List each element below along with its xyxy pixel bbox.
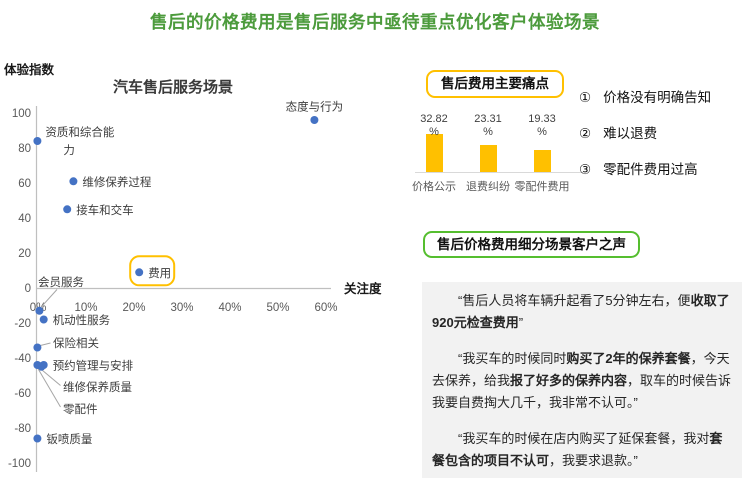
svg-text:40%: 40% <box>218 302 241 314</box>
svg-text:60%: 60% <box>314 302 337 314</box>
pain-points-title-box: 售后费用主要痛点 <box>426 70 564 98</box>
svg-text:10%: 10% <box>74 302 97 314</box>
bar-category-label: 退费纠纷 <box>466 181 510 193</box>
pain-point-number: ③ <box>579 162 592 177</box>
scatter-point <box>310 116 319 124</box>
scatter-axes <box>35 106 331 472</box>
scatter-point <box>35 306 44 315</box>
scatter-xlabel: 关注度 <box>344 281 382 296</box>
scatter-point <box>69 177 78 186</box>
customer-quote: “我买车的时候在店内购买了延保套餐，我对套餐包含的项目不认可，我要求退款。” <box>432 431 723 468</box>
scatter-y-ticks: 100 80 60 40 20 0 -20 -40 -60 -80 -100 <box>8 108 31 470</box>
label-leader-line <box>37 368 61 408</box>
svg-text:100: 100 <box>12 108 31 120</box>
pain-point-number: ① <box>579 90 592 105</box>
bar-chart: 32.82% 价格公示 23.31% 退费纠纷 19.33% 零配件费用 <box>412 112 590 204</box>
scatter-point-label: 维修保养质量 <box>63 380 132 394</box>
scatter-point <box>33 343 42 352</box>
pain-point-text: 价格没有明确告知 <box>603 90 712 105</box>
scatter-point-label: 机动性服务 <box>53 313 111 327</box>
bar-value-unit: % <box>537 126 547 138</box>
bar-value-label: 32.82 <box>420 113 448 125</box>
pain-points-list: ① 价格没有明确告知 ② 难以退费 ③ 零配件费用过高 <box>579 88 749 196</box>
page-title: 售后的价格费用是售后服务中亟待重点优化客户体验场景 <box>150 12 600 32</box>
customer-quote: “我买车的时候同时购买了2年的保养套餐，今天去保养，给我报了好多的保养内容，取车… <box>432 351 732 410</box>
scatter-point <box>135 268 144 277</box>
bar <box>426 133 443 172</box>
scatter-point <box>33 434 42 443</box>
bar-value-label: 19.33 <box>528 113 556 125</box>
scatter-point-label: 接车和交车 <box>76 203 134 217</box>
scatter-point <box>39 315 48 324</box>
bar-value-unit: % <box>483 126 493 138</box>
bar-value-unit: % <box>429 126 439 138</box>
label-leader-line <box>41 369 61 386</box>
scatter-point-label: 保险相关 <box>53 336 99 350</box>
scatter-point-label: 预约管理与安排 <box>53 359 134 373</box>
svg-text:80: 80 <box>18 143 31 155</box>
scatter-title: 汽车售后服务场景 <box>113 78 233 96</box>
svg-text:-80: -80 <box>14 423 31 435</box>
svg-text:60: 60 <box>18 178 31 190</box>
customer-quote: “售后人员将车辆升起看了5分钟左右，便收取了920元检查费用” <box>432 293 730 330</box>
scatter-point-label: 钣喷质量 <box>46 432 92 446</box>
svg-text:30%: 30% <box>170 302 193 314</box>
scatter-point-label: 维修保养过程 <box>82 175 151 189</box>
pain-point-item: ① 价格没有明确告知 <box>579 88 749 108</box>
pain-points-title: 售后费用主要痛点 <box>441 76 549 91</box>
bar-baseline <box>415 172 583 173</box>
pain-point-number: ② <box>579 126 592 141</box>
scatter-point <box>33 137 42 145</box>
scatter-point-label: 费用 <box>148 267 171 280</box>
scatter-point-label: 资质和综合能 <box>45 125 114 139</box>
pain-point-item: ② 难以退费 <box>579 124 749 144</box>
svg-text:-60: -60 <box>14 388 31 400</box>
svg-text:20: 20 <box>18 248 31 260</box>
bar <box>534 149 551 172</box>
svg-text:-40: -40 <box>14 353 31 365</box>
svg-text:50%: 50% <box>266 302 289 314</box>
svg-text:-100: -100 <box>8 458 31 470</box>
voice-title-box: 售后价格费用细分场景客户之声 <box>423 231 640 258</box>
voice-title: 售后价格费用细分场景客户之声 <box>437 237 626 252</box>
svg-text:-20: -20 <box>14 318 31 330</box>
scatter-point-label: 零配件 <box>63 402 98 416</box>
bar-category-label: 价格公示 <box>412 181 456 193</box>
pain-point-text: 难以退费 <box>603 126 658 141</box>
customer-quotes: “售后人员将车辆升起看了5分钟左右，便收取了920元检查费用” “我买车的时候同时… <box>422 282 742 478</box>
pain-point-text: 零配件费用过高 <box>603 162 698 177</box>
scatter-point-label: 力 <box>63 144 75 157</box>
scatter-point <box>33 361 42 369</box>
scatter-ylabel: 体验指数 <box>4 62 55 77</box>
svg-text:0: 0 <box>25 283 31 295</box>
label-leader-line <box>40 342 51 346</box>
svg-text:20%: 20% <box>122 302 145 314</box>
scatter-x-ticks: 0%10%20%30%40%50%60% <box>30 302 338 314</box>
pain-point-item: ③ 零配件费用过高 <box>579 160 749 180</box>
bar-category-label: 零配件费用 <box>514 181 570 193</box>
svg-text:40: 40 <box>18 213 31 225</box>
scatter-point-label: 会员服务 <box>38 275 84 289</box>
scatter-point <box>63 205 72 214</box>
label-leader-line <box>40 289 58 308</box>
scatter-point-label: 态度与行为 <box>286 100 344 114</box>
bar <box>480 145 497 172</box>
bar-value-label: 23.31 <box>474 113 502 125</box>
highlight-box <box>129 255 176 287</box>
